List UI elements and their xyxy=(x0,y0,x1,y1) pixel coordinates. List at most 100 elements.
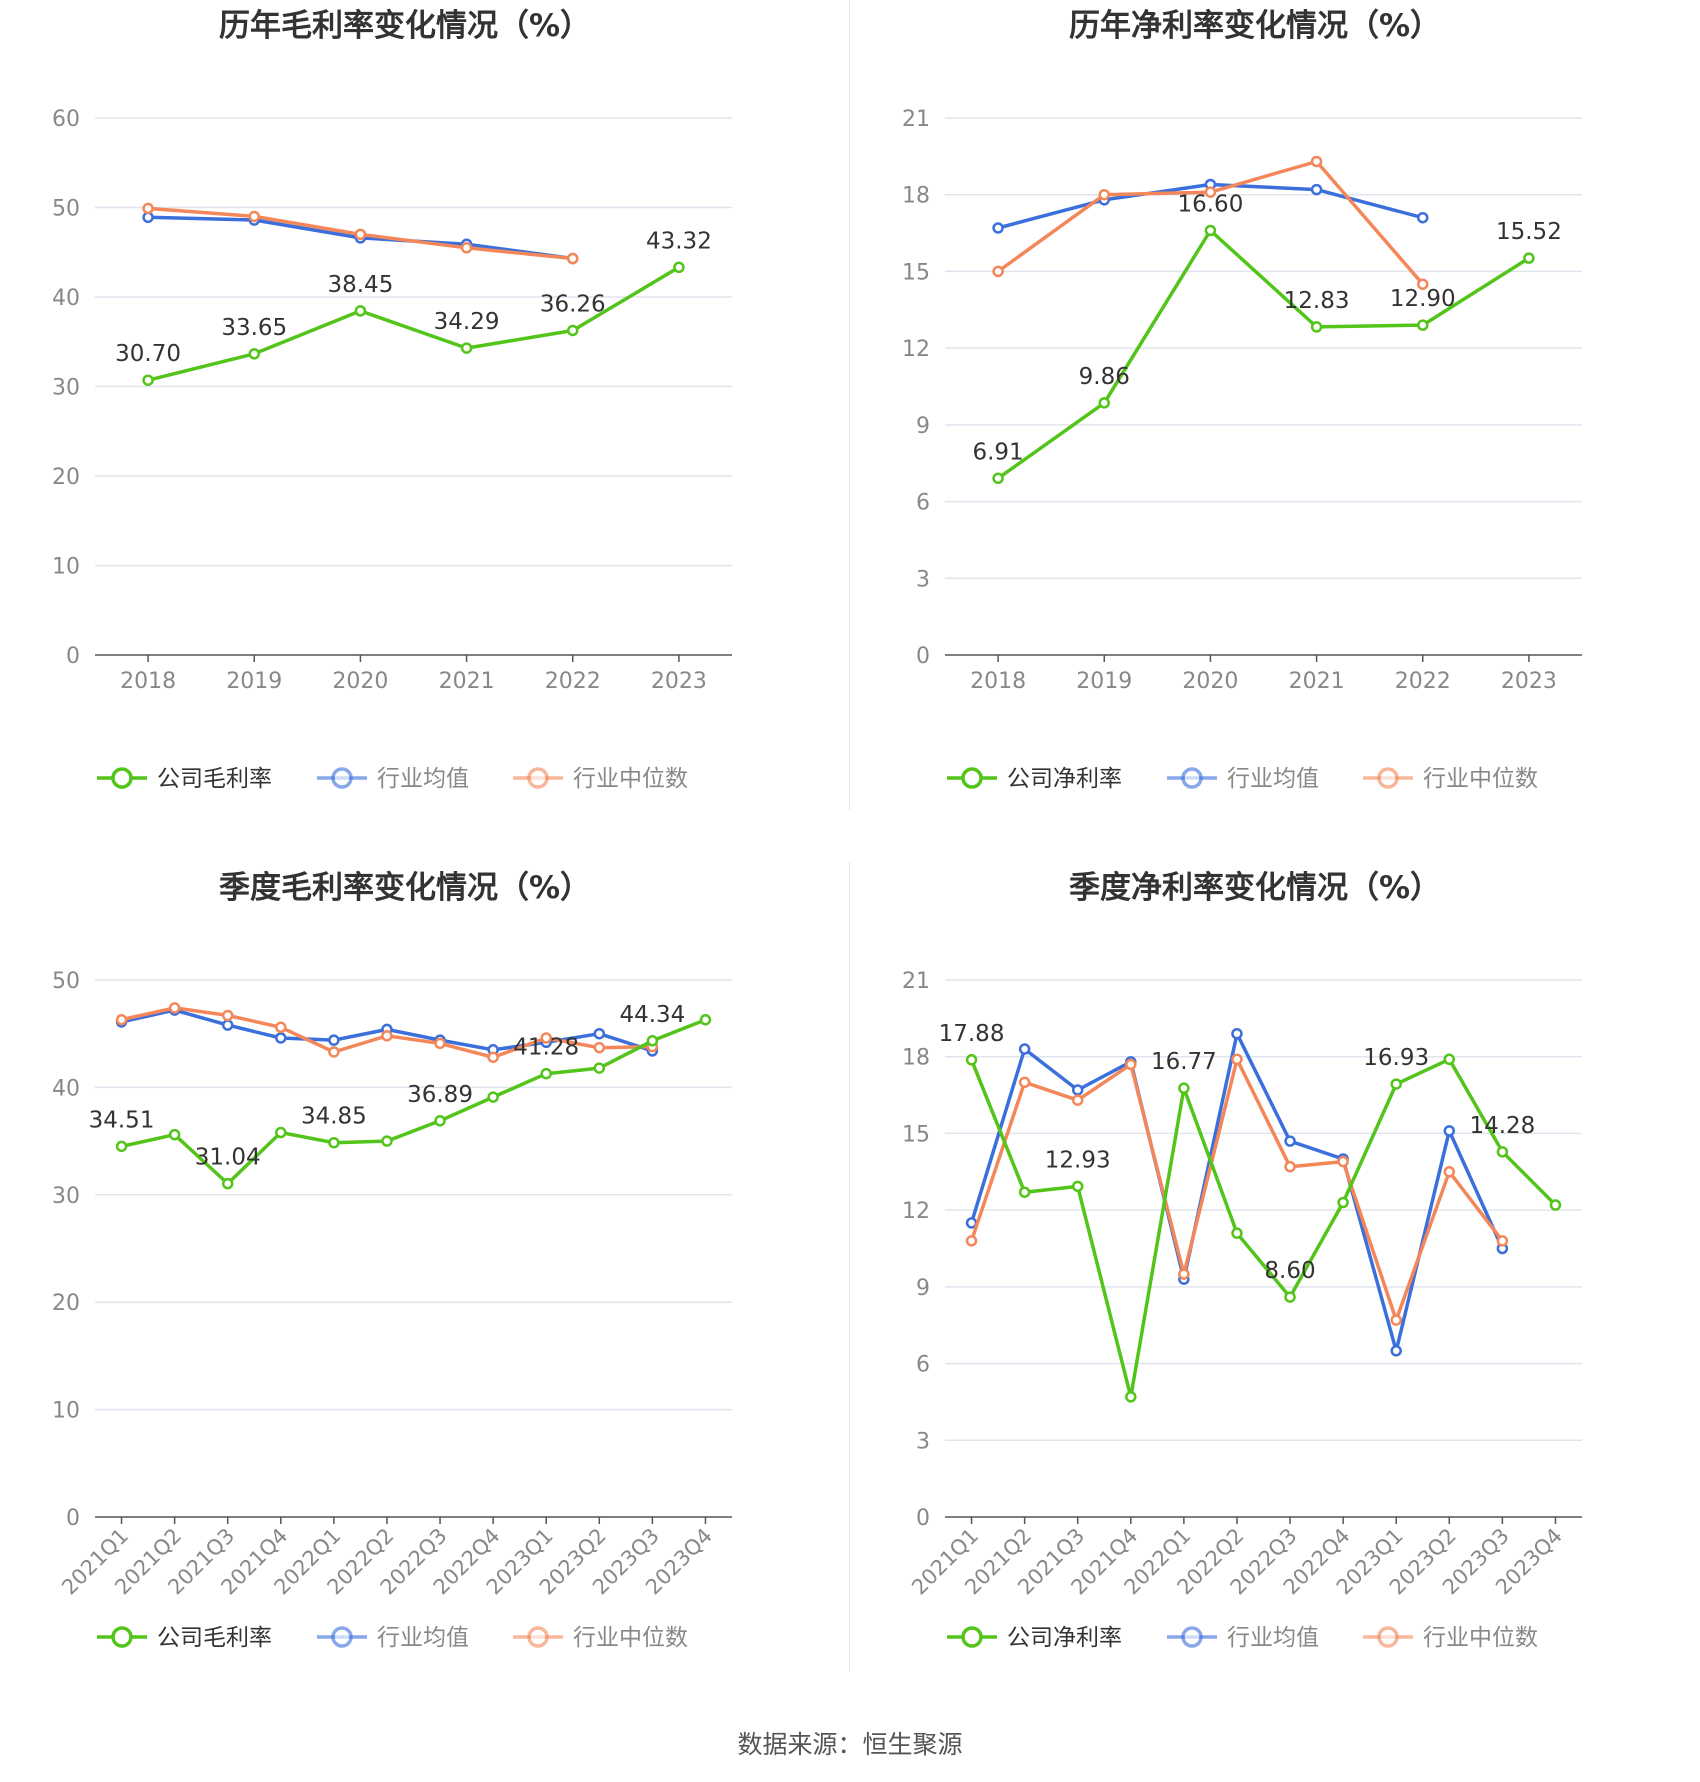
data-point xyxy=(1390,1078,1402,1090)
data-point xyxy=(1178,1268,1190,1280)
legend-marker-0 xyxy=(961,767,983,789)
data-point xyxy=(1071,1094,1084,1106)
x-tick-label: 2021 xyxy=(439,669,495,694)
data-point xyxy=(593,1062,606,1074)
y-tick-label: 9 xyxy=(916,1276,930,1301)
data-point xyxy=(354,305,367,317)
data-point xyxy=(1337,1196,1349,1209)
data-point xyxy=(567,324,579,337)
data-label: 33.65 xyxy=(221,315,287,341)
y-tick-label: 6 xyxy=(916,491,930,516)
data-point xyxy=(593,1027,606,1040)
data-point xyxy=(221,1019,234,1031)
data-point xyxy=(434,1115,446,1127)
data-label: 17.88 xyxy=(939,1021,1005,1047)
data-point xyxy=(992,265,1004,278)
divider-top xyxy=(849,0,850,810)
chart-panel-annual-net-margin: 历年净利率变化情况（%） 0 3 6 9 12 15 18 21 2018 2019 2020 2021… xyxy=(850,0,1700,860)
data-point xyxy=(1125,1058,1137,1071)
data-point xyxy=(992,222,1004,234)
data-point xyxy=(965,1235,978,1247)
x-tick-label: 2023 xyxy=(1501,669,1557,694)
data-point xyxy=(381,1135,393,1147)
data-point xyxy=(354,228,367,241)
data-label: 36.26 xyxy=(540,291,606,317)
data-label: 12.90 xyxy=(1390,286,1456,312)
chart-panel-quarterly-net-margin: 季度净利率变化情况（%） 0 3 6 9 12 15 18 21 2021Q1 2021Q2 2021… xyxy=(850,862,1700,1722)
x-tick-label: 2022 xyxy=(545,669,601,694)
data-label: 16.93 xyxy=(1363,1045,1429,1071)
x-tick-label: 2018 xyxy=(120,669,176,694)
y-tick-label: 12 xyxy=(902,1199,930,1224)
data-point xyxy=(1204,186,1217,198)
y-tick-label: 18 xyxy=(902,184,930,209)
y-tick-label: 20 xyxy=(52,1291,80,1316)
legend-marker-1 xyxy=(1181,767,1203,789)
legend-label-2: 行业中位数 xyxy=(573,766,688,792)
legend-marker-0 xyxy=(111,1626,133,1648)
legend-label-0: 公司毛利率 xyxy=(157,1625,272,1651)
legend-marker-0 xyxy=(961,1626,983,1648)
y-tick-label: 50 xyxy=(52,969,80,994)
legend-marker-2 xyxy=(1377,767,1399,789)
data-label: 9.86 xyxy=(1079,364,1130,390)
y-tick-label: 3 xyxy=(916,1429,930,1454)
data-point xyxy=(381,1030,393,1042)
data-point xyxy=(593,1041,606,1054)
data-point xyxy=(646,1035,659,1047)
chart-svg: 季度毛利率变化情况（%）010203040502021Q12021Q22021Q… xyxy=(52,870,732,1651)
legend-marker-1 xyxy=(331,1626,353,1648)
data-label: 12.83 xyxy=(1284,288,1350,314)
data-point xyxy=(487,1091,499,1103)
y-tick-label: 12 xyxy=(902,337,930,362)
y-tick-label: 0 xyxy=(916,644,930,669)
legend-label-1: 行业均值 xyxy=(377,1625,469,1651)
series-line-0 xyxy=(121,1018,707,1186)
y-tick-label: 40 xyxy=(52,1076,80,1101)
chart-panel-quarterly-gross-margin: 季度毛利率变化情况（%） 0 10 20 30 40 50 2021Q1 2021Q2 2021Q… xyxy=(0,862,850,1722)
legend-marker-1 xyxy=(1181,1626,1203,1648)
y-tick-label: 30 xyxy=(52,1184,80,1209)
legend-marker-2 xyxy=(1377,1626,1399,1648)
legend-label-1: 行业均值 xyxy=(1227,1625,1319,1651)
data-point xyxy=(487,1051,499,1064)
data-point xyxy=(142,202,154,215)
legend-label-2: 行业中位数 xyxy=(1423,766,1538,792)
legend-label-1: 行业均值 xyxy=(1227,766,1319,792)
legend-label-1: 行业均值 xyxy=(377,766,469,792)
data-point xyxy=(328,1136,340,1149)
data-point xyxy=(1231,1053,1243,1066)
legend-marker-2 xyxy=(527,767,549,789)
series-line-0 xyxy=(147,265,680,382)
data-point xyxy=(248,348,260,360)
data-label: 16.77 xyxy=(1151,1049,1217,1075)
data-point xyxy=(1231,1227,1243,1239)
data-point xyxy=(115,1140,128,1153)
data-point xyxy=(142,374,154,386)
data-point xyxy=(1496,1146,1509,1158)
data-point xyxy=(1417,211,1429,224)
data-point xyxy=(275,1126,287,1139)
data-point xyxy=(1204,224,1217,237)
data-point xyxy=(1071,1084,1084,1096)
data-point xyxy=(1417,278,1429,290)
data-point xyxy=(1284,1291,1296,1303)
data-label: 30.70 xyxy=(115,341,181,367)
legend-marker-2 xyxy=(527,1626,549,1648)
data-point xyxy=(1018,1186,1031,1198)
x-tick-label: 2020 xyxy=(332,669,388,694)
x-tick-label: 2020 xyxy=(1182,669,1238,694)
y-tick-label: 0 xyxy=(66,1506,80,1531)
y-tick-label: 15 xyxy=(902,260,930,285)
data-point xyxy=(434,1037,446,1050)
data-label: 38.45 xyxy=(327,272,393,298)
data-point xyxy=(115,1013,128,1026)
data-source-text: 数据来源：恒生聚源 xyxy=(737,1730,963,1759)
data-point xyxy=(1071,1180,1084,1193)
data-point xyxy=(1417,319,1429,331)
y-tick-label: 0 xyxy=(916,1506,930,1531)
data-point xyxy=(275,1021,287,1034)
chart-title: 季度净利率变化情况（%） xyxy=(1069,870,1441,906)
data-point xyxy=(1443,1125,1456,1137)
data-point xyxy=(1443,1166,1456,1178)
